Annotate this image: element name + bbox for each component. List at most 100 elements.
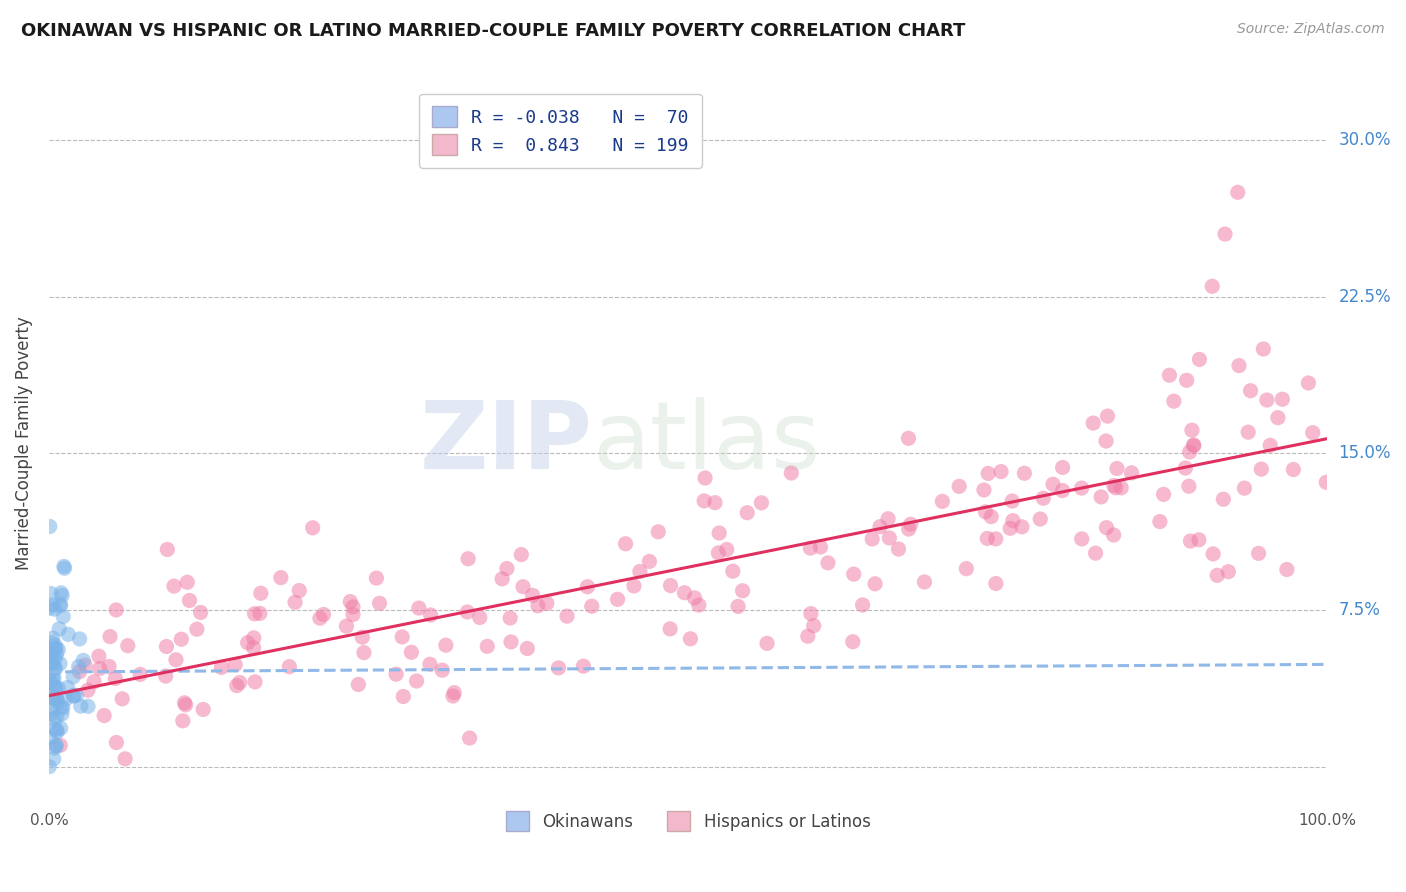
Point [49, 657, 72, 671]
Point [735, 506, 758, 520]
Point [780, 466, 803, 480]
Point [659, 578, 682, 592]
Point [1282, 462, 1305, 476]
Point [65, 689, 87, 703]
Point [49, 597, 72, 611]
Point [392, 690, 415, 704]
Point [797, 629, 820, 643]
Point [977, 467, 1000, 481]
Point [165, 653, 187, 667]
Point [385, 667, 408, 681]
Point [67, 659, 90, 673]
Point [948, 479, 970, 493]
Point [48, 642, 70, 657]
Point [443, 686, 465, 700]
Point [391, 630, 413, 644]
Text: 7.5%: 7.5% [1339, 601, 1381, 619]
Point [46, 725, 69, 739]
Point [1149, 515, 1171, 529]
Point [62, 690, 84, 704]
Point [1188, 533, 1211, 547]
Point [243, 607, 266, 621]
Point [707, 546, 730, 560]
Point [1011, 520, 1033, 534]
Point [42, 677, 65, 691]
Point [536, 596, 558, 610]
Point [186, 622, 208, 636]
Point [41, 701, 63, 715]
Point [352, 630, 374, 644]
Point [46, 681, 69, 695]
Point [45, 710, 67, 724]
Point [931, 494, 953, 508]
Point [499, 635, 522, 649]
Point [659, 622, 682, 636]
Text: 30.0%: 30.0% [1339, 131, 1391, 149]
Point [69, 699, 91, 714]
Point [38, 601, 60, 615]
Point [852, 598, 875, 612]
Point [342, 599, 364, 614]
Point [984, 532, 1007, 546]
Point [419, 607, 441, 622]
Point [1250, 462, 1272, 476]
Point [111, 691, 134, 706]
Point [42, 657, 65, 671]
Point [799, 541, 821, 555]
Point [419, 657, 441, 672]
Point [1256, 392, 1278, 407]
Point [1188, 352, 1211, 367]
Point [249, 586, 271, 600]
Point [1271, 392, 1294, 407]
Point [44, 602, 66, 616]
Point [803, 619, 825, 633]
Point [1258, 438, 1281, 452]
Point [647, 524, 669, 539]
Point [44, 641, 66, 656]
Point [229, 675, 252, 690]
Point [1052, 460, 1074, 475]
Point [1083, 416, 1105, 430]
Point [156, 542, 179, 557]
Point [432, 663, 454, 677]
Point [176, 575, 198, 590]
Text: Source: ZipAtlas.com: Source: ZipAtlas.com [1237, 22, 1385, 37]
Point [1095, 521, 1118, 535]
Point [45, 690, 67, 704]
Point [173, 696, 195, 710]
Point [170, 632, 193, 647]
Point [1298, 376, 1320, 390]
Point [897, 522, 920, 536]
Y-axis label: Married-Couple Family Poverty: Married-Couple Family Poverty [15, 316, 32, 570]
Point [45, 641, 67, 656]
Point [77, 683, 100, 698]
Point [1226, 186, 1249, 200]
Point [1315, 475, 1337, 490]
Point [405, 673, 427, 688]
Text: OKINAWAN VS HISPANIC OR LATINO MARRIED-COUPLE FAMILY POVERTY CORRELATION CHART: OKINAWAN VS HISPANIC OR LATINO MARRIED-C… [21, 22, 966, 40]
Text: atlas: atlas [592, 397, 821, 489]
Point [709, 526, 731, 541]
Point [1237, 425, 1260, 440]
Point [117, 639, 139, 653]
Point [522, 588, 544, 602]
Point [679, 632, 702, 646]
Point [1052, 483, 1074, 498]
Point [1218, 565, 1240, 579]
Point [499, 611, 522, 625]
Point [1233, 481, 1256, 495]
Point [39, 707, 62, 722]
Point [45, 692, 67, 706]
Point [1070, 532, 1092, 546]
Point [163, 579, 186, 593]
Point [39, 675, 62, 690]
Point [105, 735, 128, 749]
Point [998, 521, 1021, 535]
Point [1159, 368, 1181, 383]
Point [278, 659, 301, 673]
Point [1178, 445, 1201, 459]
Point [45, 739, 67, 753]
Point [104, 672, 127, 686]
Point [1239, 384, 1261, 398]
Point [69, 665, 91, 679]
